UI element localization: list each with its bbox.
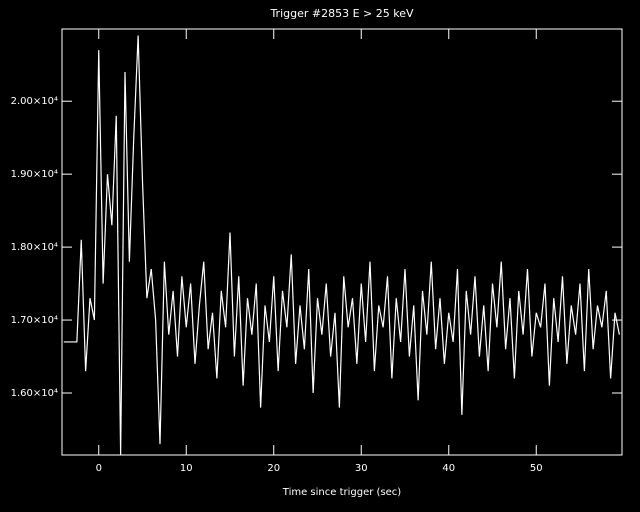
x-tick-label: 40 bbox=[442, 463, 455, 474]
x-axis-label: Time since trigger (sec) bbox=[282, 487, 402, 498]
x-tick-label: 0 bbox=[96, 463, 102, 474]
y-tick-label: 2.00×10⁴ bbox=[11, 96, 58, 107]
data-line bbox=[63, 35, 620, 456]
x-tick-label: 20 bbox=[267, 463, 280, 474]
y-tick-label: 1.70×10⁴ bbox=[11, 315, 58, 326]
y-tick-label: 1.60×10⁴ bbox=[11, 388, 58, 399]
plot-frame bbox=[61, 28, 623, 456]
x-tick-label: 30 bbox=[355, 463, 368, 474]
x-tick-label: 50 bbox=[530, 463, 543, 474]
chart-title: Trigger #2853 E > 25 keV bbox=[269, 7, 414, 20]
y-tick-label: 1.90×10⁴ bbox=[11, 169, 58, 180]
x-tick-label: 10 bbox=[180, 463, 193, 474]
y-tick-label: 1.80×10⁴ bbox=[11, 242, 58, 253]
